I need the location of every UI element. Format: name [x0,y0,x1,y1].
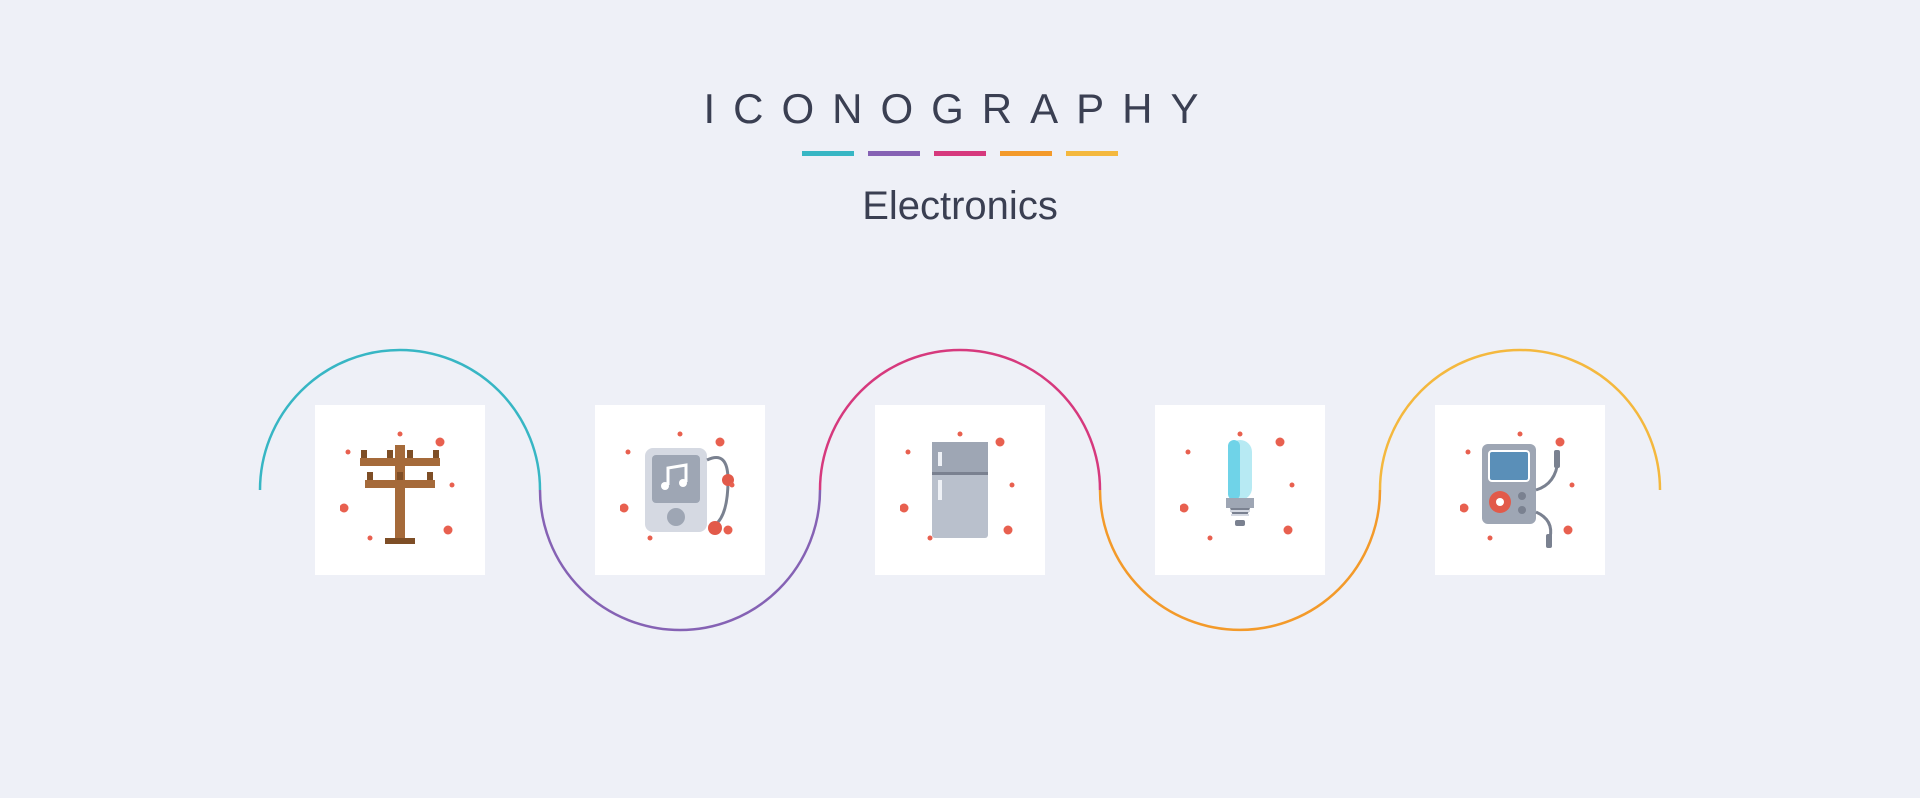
light-bulb-icon [1180,430,1300,550]
power-pole-icon [340,430,460,550]
icon-card-music-player [595,405,765,575]
color-bar-purple [868,151,920,156]
icon-card-voltmeter [1435,405,1605,575]
page-title: ICONOGRAPHY [0,85,1920,133]
icon-card-light-bulb [1155,405,1325,575]
fridge-icon [900,430,1020,550]
music-player-icon [620,430,740,550]
color-bar-yellow [1066,151,1118,156]
icon-card-fridge [875,405,1045,575]
icon-card-power-pole [315,405,485,575]
header: ICONOGRAPHY Electronics [0,0,1920,229]
page-subtitle: Electronics [0,184,1920,229]
color-bar-teal [802,151,854,156]
voltmeter-icon [1460,430,1580,550]
color-bar-row [0,151,1920,156]
color-bar-orange [1000,151,1052,156]
color-bar-magenta [934,151,986,156]
